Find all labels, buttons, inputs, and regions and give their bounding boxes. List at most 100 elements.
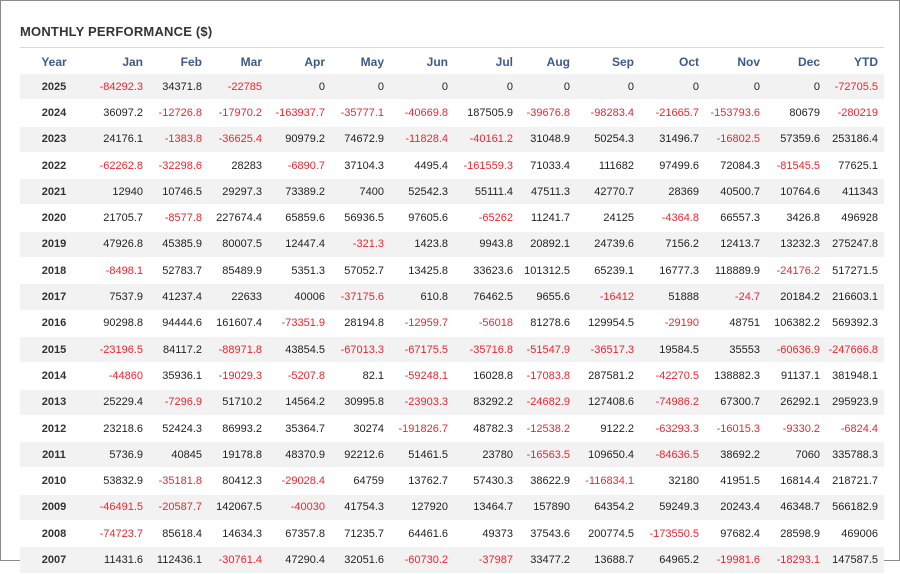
value-cell-jun: 13425.8: [390, 257, 454, 285]
value-cell-jul: 49373: [454, 520, 519, 548]
table-row-2008: 2008 -74723.7 85618.4 14634.3 67357.8 71235.7…: [20, 520, 884, 548]
value-cell-feb: -8577.8: [149, 204, 208, 232]
value-cell-sep: -36517.3: [576, 336, 640, 364]
value-cell-ytd: -6824.4: [826, 415, 884, 443]
year-cell: 2013: [20, 389, 88, 416]
value-cell-mar: 19178.8: [208, 441, 268, 469]
value-cell-oct: -4364.8: [640, 204, 705, 232]
value-cell-nov: 12413.7: [705, 231, 766, 259]
value-cell-oct: 32180: [640, 467, 705, 495]
value-cell-mar: 80007.5: [208, 231, 268, 259]
value-cell-may: -35777.1: [331, 99, 390, 127]
year-cell: 2019: [20, 231, 88, 259]
value-cell-jun: 0: [390, 74, 454, 101]
value-cell-jul: 55111.4: [454, 178, 519, 206]
value-cell-nov: 138882.3: [705, 362, 766, 390]
value-cell-nov: 118889.9: [705, 257, 766, 285]
value-cell-apr: 14564.2: [268, 389, 331, 416]
value-cell-dec: 13232.3: [766, 231, 826, 259]
value-cell-jan: -46491.5: [88, 494, 149, 522]
value-cell-nov: -153793.6: [705, 99, 766, 127]
value-cell-mar: 28283: [208, 152, 268, 180]
value-cell-may: 41754.3: [331, 494, 390, 522]
value-cell-oct: -29190: [640, 310, 705, 337]
value-cell-jan: -8498.1: [88, 257, 149, 285]
value-cell-sep: 129954.5: [576, 310, 640, 337]
value-cell-ytd: -247666.8: [826, 336, 884, 364]
value-cell-jun: 4495.4: [390, 152, 454, 180]
value-cell-sep: -98283.4: [576, 99, 640, 127]
value-cell-jun: -11828.4: [390, 126, 454, 153]
column-header-jun: Jun: [426, 54, 448, 69]
column-header-year: Year: [41, 54, 67, 69]
year-cell: 2025: [20, 74, 88, 101]
table-row-2016: 2016 90298.8 94444.6 161607.4 -73351.9 28194.…: [20, 310, 884, 337]
value-cell-apr: -73351.9: [268, 310, 331, 337]
value-cell-jul: 23780: [454, 441, 519, 469]
value-cell-dec: 7060: [766, 441, 826, 469]
year-cell: 2007: [20, 546, 88, 574]
value-cell-mar: 86993.2: [208, 415, 268, 443]
year-cell: 2022: [20, 152, 88, 180]
value-cell-apr: 90979.2: [268, 126, 331, 153]
value-cell-jan: 5736.9: [88, 441, 149, 469]
value-cell-apr: 5351.3: [268, 257, 331, 285]
value-cell-may: 30995.8: [331, 389, 390, 416]
year-cell: 2014: [20, 362, 88, 390]
value-cell-mar: 142067.5: [208, 494, 268, 522]
value-cell-oct: 28369: [640, 178, 705, 206]
value-cell-aug: -12538.2: [519, 415, 576, 443]
value-cell-oct: -21665.7: [640, 99, 705, 127]
value-cell-nov: 35553: [705, 336, 766, 364]
value-cell-jul: 187505.9: [454, 99, 519, 127]
value-cell-dec: 20184.2: [766, 283, 826, 311]
value-cell-nov: 38692.2: [705, 441, 766, 469]
value-cell-may: 28194.8: [331, 310, 390, 337]
value-cell-jul: 83292.2: [454, 389, 519, 416]
value-cell-jun: -40669.8: [390, 99, 454, 127]
value-cell-dec: 80679: [766, 99, 826, 127]
value-cell-feb: 94444.6: [149, 310, 208, 337]
value-cell-may: 30274: [331, 415, 390, 443]
value-cell-may: 74672.9: [331, 126, 390, 153]
value-cell-jan: 7537.9: [88, 283, 149, 311]
value-cell-aug: 47511.3: [519, 178, 576, 206]
value-cell-aug: 31048.9: [519, 126, 576, 153]
value-cell-oct: 51888: [640, 283, 705, 311]
value-cell-oct: 97499.6: [640, 152, 705, 180]
column-header-dec: Dec: [797, 54, 820, 69]
value-cell-nov: 41951.5: [705, 467, 766, 495]
value-cell-may: -67013.3: [331, 336, 390, 364]
value-cell-jul: 9943.8: [454, 231, 519, 259]
value-cell-aug: 33477.2: [519, 546, 576, 574]
year-cell: 2023: [20, 126, 88, 153]
value-cell-mar: 85489.9: [208, 257, 268, 285]
value-cell-sep: 42770.7: [576, 178, 640, 206]
value-cell-sep: -16412: [576, 283, 640, 311]
value-cell-nov: -19981.6: [705, 546, 766, 574]
value-cell-ytd: 218721.7: [826, 467, 884, 495]
value-cell-feb: -32298.6: [149, 152, 208, 180]
value-cell-jun: -60730.2: [390, 546, 454, 574]
value-cell-apr: 35364.7: [268, 415, 331, 443]
value-cell-mar: 22633: [208, 283, 268, 311]
value-cell-mar: 227674.4: [208, 204, 268, 232]
value-cell-feb: -7296.9: [149, 389, 208, 416]
value-cell-dec: -18293.1: [766, 546, 826, 574]
value-cell-ytd: 275247.8: [826, 231, 884, 259]
value-cell-nov: -16015.3: [705, 415, 766, 443]
value-cell-may: 7400: [331, 178, 390, 206]
value-cell-feb: -20587.7: [149, 494, 208, 522]
column-header-apr: Apr: [304, 54, 325, 69]
value-cell-apr: 73389.2: [268, 178, 331, 206]
value-cell-jan: 11431.6: [88, 546, 149, 574]
table-row-2023: 2023 24176.1 -1383.8 -36625.4 90979.2 74672.9…: [20, 126, 884, 153]
value-cell-sep: 50254.3: [576, 126, 640, 153]
column-header-mar: Mar: [240, 54, 262, 69]
value-cell-mar: 51710.2: [208, 389, 268, 416]
table-row-2025: 2025 -84292.3 34371.8 -22785 0 0 0 0 0 0 0 0 0 -72705…: [20, 74, 884, 101]
year-cell: 2015: [20, 336, 88, 364]
value-cell-jul: -56018: [454, 310, 519, 337]
value-cell-sep: 13688.7: [576, 546, 640, 574]
value-cell-jan: 47926.8: [88, 231, 149, 259]
